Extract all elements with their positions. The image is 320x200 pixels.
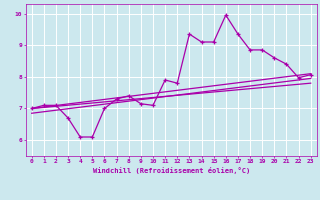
- X-axis label: Windchill (Refroidissement éolien,°C): Windchill (Refroidissement éolien,°C): [92, 167, 250, 174]
